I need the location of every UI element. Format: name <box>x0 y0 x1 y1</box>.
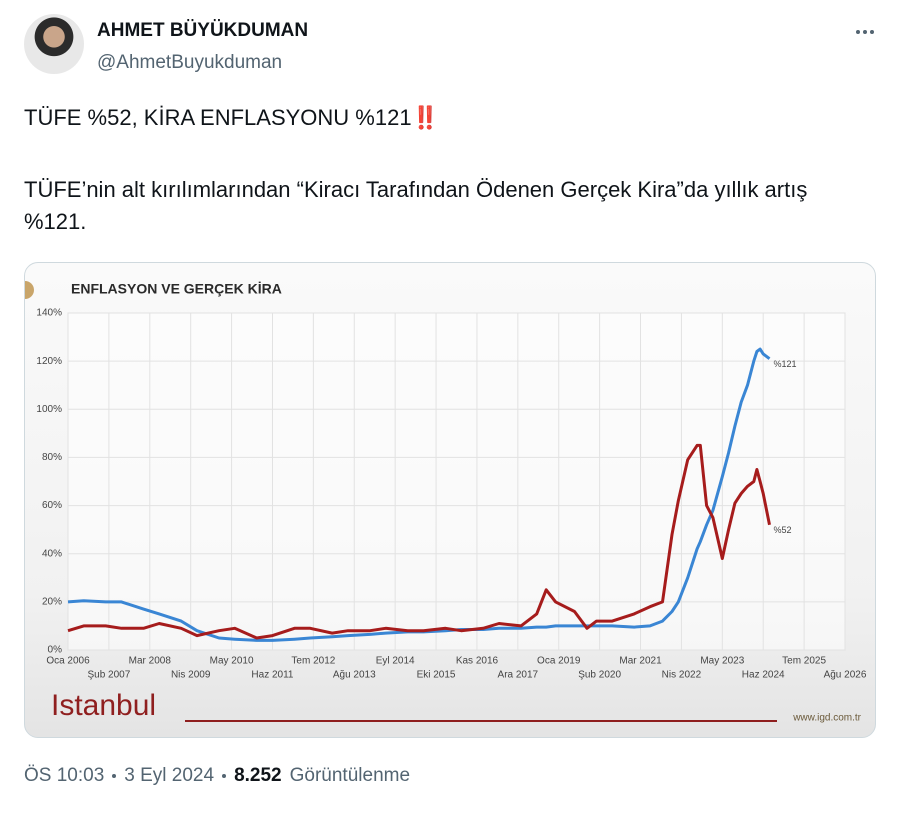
avatar[interactable] <box>24 14 84 74</box>
x-tick-label: Mar 2008 <box>129 656 172 667</box>
separator <box>222 774 227 778</box>
more-button[interactable] <box>856 30 874 34</box>
y-tick-label: 140% <box>36 308 62 319</box>
y-tick-label: 120% <box>36 356 62 367</box>
tweet-text: TÜFE’nin alt kırılımlarından “Kiracı Tar… <box>24 177 808 234</box>
x-tick-label: Mar 2021 <box>619 656 662 667</box>
x-tick-label: Şub 2007 <box>87 670 130 681</box>
x-tick-label: Haz 2011 <box>251 670 294 681</box>
time[interactable]: ÖS 10:03 <box>24 765 105 786</box>
y-tick-label: 60% <box>42 500 62 511</box>
chart: ENFLASYON VE GERÇEK KİRA 0% 20% 40% 60% 80% 1… <box>25 281 867 724</box>
line <box>67 347 771 642</box>
x-tick-label: Oca 2006 <box>46 656 90 667</box>
x-tick-label: Tem 2012 <box>291 656 335 667</box>
x-tick-label: Nis 2009 <box>171 670 211 681</box>
x-tick-label: May 2023 <box>700 656 744 667</box>
y-tick-label: 20% <box>42 596 62 607</box>
series-label: %121 <box>774 359 797 369</box>
x-tick-label: Tem 2025 <box>782 656 826 667</box>
views-count: 8.252 <box>234 765 282 786</box>
x-tick-label: Eyl 2014 <box>376 656 415 667</box>
views-label: Görüntülenme <box>289 765 411 786</box>
date[interactable]: 3 Eyl 2024 <box>124 765 215 786</box>
series-label: %52 <box>774 525 792 535</box>
tweet-text: TÜFE %52, KİRA ENFLASYONU %121‼️ <box>24 105 439 130</box>
x-tick-label: Ağu 2013 <box>333 670 376 681</box>
source: www.igd.com.tr <box>792 713 861 724</box>
x-tick-label: Şub 2020 <box>578 670 621 681</box>
y-tick-label: 0% <box>48 645 63 656</box>
title-marker <box>25 281 34 299</box>
chart-title: ENFLASYON VE GERÇEK KİRA <box>71 281 282 297</box>
x-tick-label: Nis 2022 <box>662 670 702 681</box>
y-tick-label: 40% <box>42 548 62 559</box>
tweet-footer: ÖS 10:03 3 Eyl 2024 8.252 Görüntülenme <box>24 765 410 787</box>
y-tick-label: 100% <box>36 404 62 415</box>
author-handle[interactable]: @AhmetBuyukduman <box>97 52 283 73</box>
author-name[interactable]: AHMET BÜYÜKDUMAN <box>97 20 309 41</box>
line <box>67 443 771 640</box>
media-card[interactable]: ENFLASYON VE GERÇEK KİRA 0% 20% 40% 60% 80% 1… <box>24 262 876 738</box>
x-tick-label: Kas 2016 <box>456 656 499 667</box>
x-tick-label: Ara 2017 <box>498 670 539 681</box>
separator <box>112 774 117 778</box>
plot-area <box>67 312 846 651</box>
logo: Istanbul <box>51 689 156 722</box>
x-tick-label: Haz 2024 <box>742 670 785 681</box>
x-tick-label: Eki 2015 <box>417 670 456 681</box>
x-tick-label: Oca 2019 <box>537 656 581 667</box>
y-tick-label: 80% <box>42 452 62 463</box>
x-tick-label: May 2010 <box>210 656 254 667</box>
x-tick-label: Ağu 2026 <box>824 670 867 681</box>
